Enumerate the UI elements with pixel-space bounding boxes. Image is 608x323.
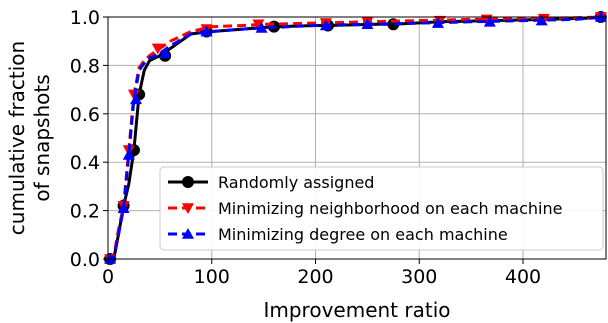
data-point	[130, 93, 143, 105]
legend-label: Minimizing neighborhood on each machine	[218, 199, 562, 218]
x-axis-label: Improvement ratio	[263, 298, 450, 322]
data-point	[319, 19, 332, 31]
x-tick-label: 400	[505, 266, 541, 288]
x-tick-label: 0	[102, 266, 114, 288]
legend-box	[159, 166, 604, 251]
data-point	[361, 18, 374, 30]
y-axis-label: cumulative fraction of snapshots	[5, 41, 54, 235]
data-point	[122, 148, 135, 160]
data-point	[255, 21, 268, 33]
plot-frame	[107, 16, 607, 260]
x-tick-label: 100	[194, 266, 230, 288]
y-tick-label: 0.2	[70, 201, 100, 223]
y-axis-label-line: cumulative fraction	[5, 41, 29, 235]
data-point	[182, 228, 194, 239]
data-point	[151, 43, 164, 55]
data-point	[182, 176, 194, 188]
data-point	[182, 203, 194, 214]
y-axis-label-line: of snapshots	[30, 74, 54, 201]
x-tick-label: 200	[297, 266, 333, 288]
series-layer	[104, 11, 607, 265]
axis-ticks: 0 100 200 300 400 0.0 0.2 0.4 0.6 0.8 1.0	[70, 7, 541, 288]
legend: Randomly assigned Minimizing neighborhood…	[159, 166, 604, 251]
data-point	[117, 202, 130, 213]
legend-item: Randomly assigned	[168, 173, 374, 192]
y-tick-label: 0.8	[70, 55, 100, 77]
data-point	[200, 25, 213, 37]
legend-label: Randomly assigned	[218, 173, 374, 192]
y-tick-label: 1.0	[70, 7, 100, 29]
legend-item: Minimizing degree on each machine	[168, 225, 508, 244]
data-point	[104, 253, 117, 264]
x-tick-label: 300	[401, 266, 437, 288]
y-tick-label: 0.6	[70, 104, 100, 126]
data-point	[431, 17, 444, 28]
data-point	[594, 11, 607, 22]
y-tick-label: 0.4	[70, 152, 100, 174]
series-triangle-up	[104, 11, 607, 264]
legend-item: Minimizing neighborhood on each machine	[168, 199, 562, 218]
y-tick-label: 0.0	[70, 249, 100, 271]
legend-label: Minimizing degree on each machine	[218, 225, 508, 244]
data-point	[483, 15, 496, 27]
data-point	[535, 14, 548, 26]
data-point	[159, 47, 172, 59]
